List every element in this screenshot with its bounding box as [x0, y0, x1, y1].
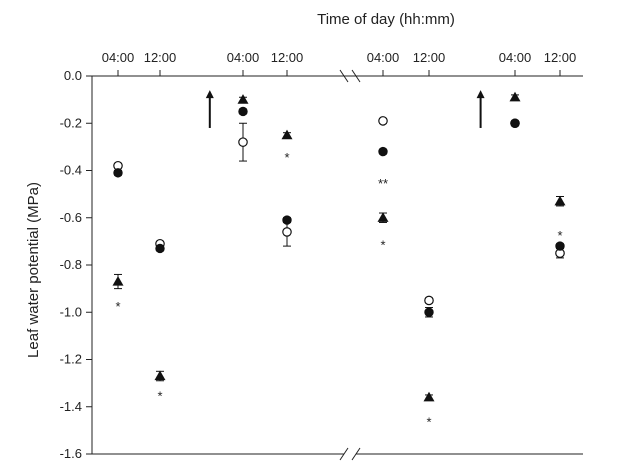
x-tick-label: 04:00 [102, 50, 135, 65]
tick-labels: 0.0 -0.2 -0.4 -0.6 -0.8 -1.0 -1.2 -1.4 -1.6 04:00… [60, 50, 577, 461]
arrow-head [476, 90, 485, 99]
data-point-filled-triangle [377, 212, 389, 222]
significance-mark: * [426, 415, 431, 430]
axis-break-mark [339, 447, 349, 461]
data-point-filled-triangle [423, 391, 435, 402]
x-tick-label: 12:00 [144, 50, 177, 65]
y-tick-label: -1.4 [60, 399, 82, 414]
significance-mark: * [557, 228, 562, 243]
axis-break-mark-top [351, 69, 361, 83]
data-point-open-circle [378, 116, 388, 126]
data-point-filled-circle [510, 118, 520, 128]
significance-annotations: ******** [115, 150, 562, 430]
data-point-open-circle [282, 227, 292, 237]
axis-break-mark-top [339, 69, 349, 83]
significance-mark: * [380, 237, 385, 252]
data-point-filled-triangle [112, 276, 124, 286]
data-point-open-circle [238, 137, 248, 147]
data-point-open-circle [424, 295, 434, 306]
data-point-filled-circle [424, 307, 434, 317]
data-point-filled-triangle [237, 94, 249, 104]
y-tick-label: -0.4 [60, 163, 82, 178]
x-tick-label: 12:00 [271, 50, 304, 65]
x-tick-label: 12:00 [413, 50, 446, 65]
data-point-filled-triangle [554, 195, 566, 206]
significance-mark: * [284, 150, 289, 165]
significance-mark: ** [378, 176, 388, 191]
significance-mark: * [115, 299, 120, 314]
data-markers [112, 91, 566, 402]
data-point-filled-triangle [509, 91, 521, 102]
y-tick-label: -0.6 [60, 210, 82, 225]
y-tick-label: -0.2 [60, 115, 82, 130]
significance-mark: * [157, 389, 162, 404]
data-point-filled-triangle [154, 370, 166, 381]
y-tick-label: -0.8 [60, 257, 82, 272]
plot-axes [86, 69, 583, 461]
y-tick-label: -1.0 [60, 304, 82, 319]
axis-break-mark [351, 447, 361, 461]
x-axis-title: Time of day (hh:mm) [317, 11, 455, 28]
data-point-filled-circle [155, 243, 165, 254]
x-tick-label: 04:00 [367, 50, 400, 65]
y-tick-label: 0.0 [64, 68, 82, 83]
y-tick-label: -1.6 [60, 446, 82, 461]
data-point-filled-circle [378, 146, 388, 157]
data-point-filled-circle [238, 106, 248, 117]
data-point-filled-circle [113, 168, 123, 178]
arrow-head [205, 90, 214, 99]
data-point-filled-circle [282, 215, 292, 225]
x-tick-label: 12:00 [544, 50, 577, 65]
y-axis-title: Leaf water potential (MPa) [25, 182, 42, 358]
data-point-filled-circle [555, 241, 565, 251]
arrow-markers [205, 90, 485, 128]
y-tick-label: -1.2 [60, 352, 82, 367]
data-point-filled-triangle [281, 129, 293, 140]
x-tick-label: 04:00 [499, 50, 532, 65]
x-tick-label: 04:00 [227, 50, 260, 65]
